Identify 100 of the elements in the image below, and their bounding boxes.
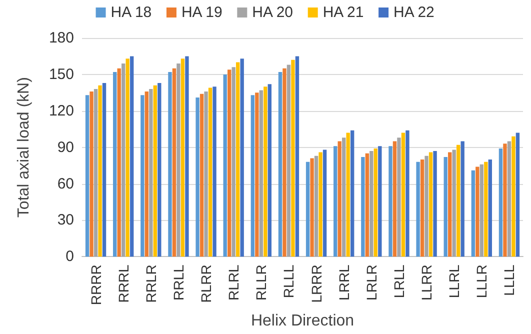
- y-tick-label: 150: [48, 66, 74, 83]
- bar: [286, 64, 291, 257]
- bar: [232, 67, 236, 257]
- bar: [452, 150, 456, 257]
- bar: [291, 60, 295, 257]
- bar: [268, 84, 272, 257]
- bar: [512, 136, 516, 257]
- bar: [484, 162, 488, 257]
- x-tick-label: RLLL: [280, 264, 297, 298]
- bar: [208, 88, 212, 257]
- legend-label: HA 19: [181, 4, 222, 21]
- bar: [126, 58, 130, 257]
- bar: [122, 64, 126, 257]
- bar: [314, 156, 318, 257]
- y-tick-label: 30: [57, 212, 74, 229]
- bar: [444, 157, 448, 257]
- bar: [90, 91, 94, 257]
- bar: [102, 82, 106, 257]
- bar: [113, 72, 117, 257]
- bar: [228, 70, 232, 257]
- bar: [255, 92, 259, 257]
- bar: [476, 166, 480, 257]
- x-tick-label: RRRR: [88, 264, 104, 306]
- bar: [456, 144, 460, 257]
- x-tick-label: LLLL: [501, 264, 518, 296]
- bar: [480, 164, 484, 257]
- bar: [144, 91, 149, 257]
- bar: [176, 64, 180, 257]
- x-tick-label: LLRL: [446, 264, 462, 298]
- bar: [185, 56, 189, 257]
- bar: [172, 68, 176, 257]
- bar: [471, 170, 476, 257]
- bar: [338, 141, 342, 257]
- x-tick-label: LRRR: [308, 264, 324, 303]
- bar: [264, 86, 268, 257]
- legend-label: HA 21: [322, 4, 364, 21]
- legend-label: HA 20: [252, 4, 294, 21]
- y-axis-title: Total axial load (kN): [16, 77, 32, 218]
- bar: [140, 95, 144, 257]
- x-tick-label: RLRL: [226, 264, 242, 300]
- bar: [204, 91, 208, 257]
- bar: [94, 89, 98, 257]
- bar: [240, 58, 244, 257]
- bar: [507, 141, 512, 257]
- bar: [85, 95, 90, 257]
- x-tick-label: LLLR: [474, 264, 490, 298]
- bar: [416, 162, 420, 257]
- x-tick-label: LRRL: [336, 264, 352, 300]
- bar: [282, 68, 286, 257]
- y-tick-label: 0: [66, 248, 74, 266]
- bar: [424, 156, 428, 257]
- x-tick-label: LLRR: [418, 264, 435, 300]
- bar: [158, 82, 162, 257]
- bar: [488, 159, 492, 257]
- bar: [516, 132, 520, 257]
- bar: [334, 146, 338, 257]
- bar: [420, 159, 424, 257]
- bar: [433, 150, 437, 257]
- y-tick-label: 60: [57, 175, 74, 192]
- bar: [278, 72, 282, 257]
- bar: [149, 89, 153, 257]
- bar: [503, 144, 507, 257]
- bar: [250, 95, 255, 257]
- bar: [388, 146, 392, 257]
- bar: [370, 150, 374, 257]
- bar: [180, 58, 185, 257]
- bar: [374, 148, 378, 257]
- bar: [322, 150, 327, 257]
- bar: [117, 68, 121, 257]
- x-tick-label: RRLL: [170, 264, 186, 300]
- x-tick-label: LRLR: [363, 264, 380, 300]
- bar: [98, 85, 102, 257]
- bar: [361, 157, 365, 257]
- x-tick-label: RRRL: [115, 264, 132, 303]
- bar: [406, 130, 410, 257]
- legend-label: HA 18: [110, 4, 152, 21]
- bar: [448, 152, 452, 257]
- bar: [196, 98, 200, 257]
- x-tick-label: RRLR: [142, 264, 159, 303]
- y-tick-label: 180: [48, 30, 74, 46]
- x-tick-label: LRLL: [390, 264, 407, 298]
- bar: [378, 146, 382, 257]
- legend-label: HA 22: [394, 4, 434, 21]
- bar: [295, 56, 300, 257]
- x-tick-label: RLRR: [198, 264, 214, 303]
- x-tick-label: RLLR: [253, 264, 270, 300]
- bar: [310, 158, 314, 257]
- bar: [200, 94, 204, 257]
- bar: [306, 162, 310, 257]
- x-axis-title: Helix Direction: [250, 312, 354, 330]
- y-tick-label: 90: [57, 138, 74, 156]
- bar: [318, 152, 322, 257]
- bar: [223, 74, 227, 257]
- bar: [259, 90, 263, 257]
- bar: [168, 72, 172, 257]
- bar: [130, 56, 134, 257]
- bar: [346, 132, 350, 257]
- bar: [401, 132, 406, 257]
- bar: [212, 86, 216, 257]
- bar: [397, 138, 401, 257]
